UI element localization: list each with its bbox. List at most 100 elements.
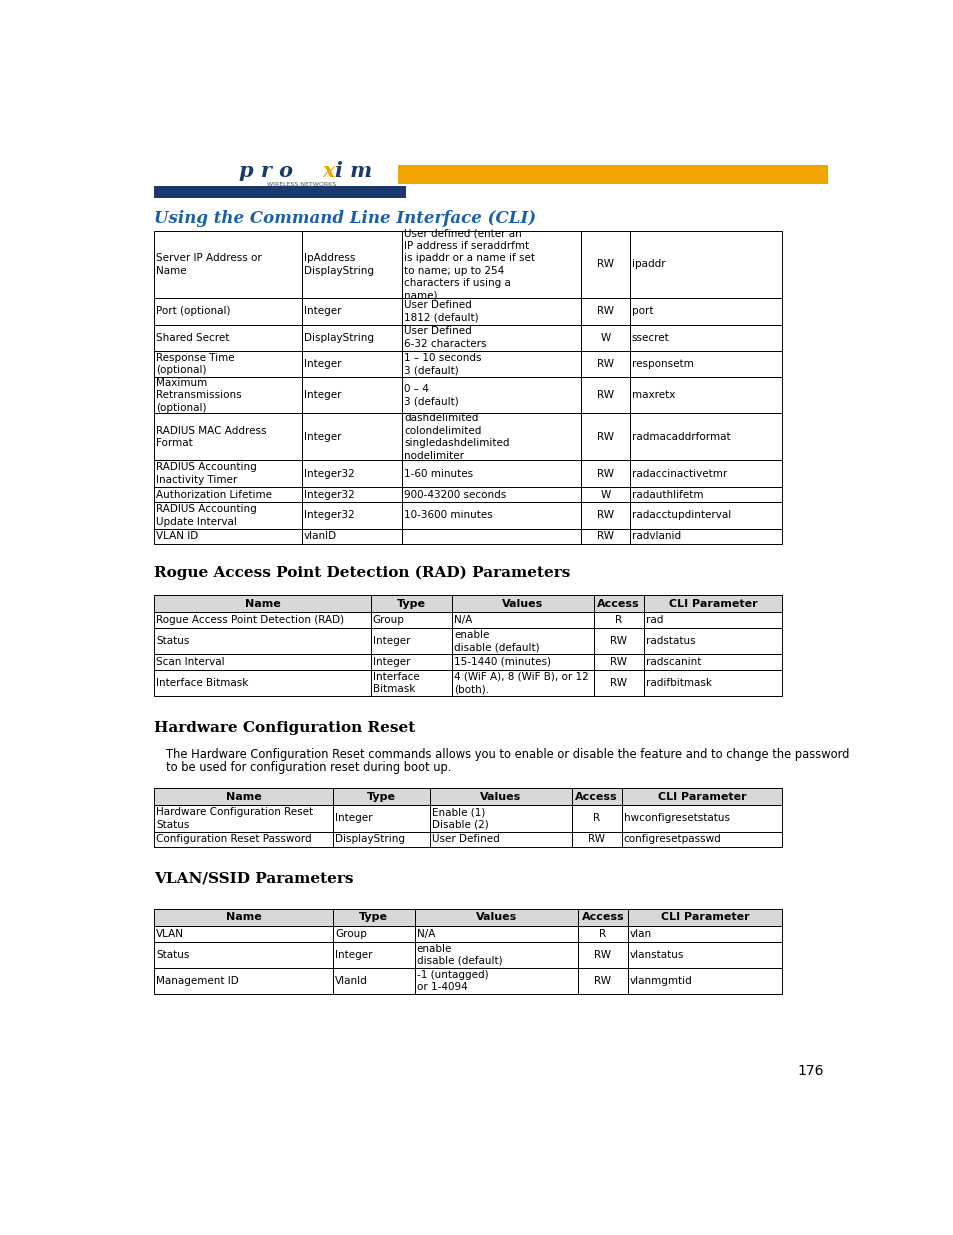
Text: R: R (615, 615, 621, 625)
Bar (154, 186, 406, 199)
Text: radmacaddrformat: radmacaddrformat (631, 432, 730, 442)
Text: Rogue Access Point Detection (RAD) Parameters: Rogue Access Point Detection (RAD) Param… (154, 566, 570, 580)
Bar (629, 325, 781, 351)
Bar (629, 487, 781, 503)
Text: RW: RW (597, 390, 614, 400)
Text: Response Time
(optional): Response Time (optional) (156, 353, 234, 375)
Bar (578, 909, 627, 926)
Text: configresetpasswd: configresetpasswd (623, 835, 720, 845)
Text: DisplayString: DisplayString (303, 332, 374, 342)
Text: RW: RW (597, 306, 614, 316)
Text: Status: Status (156, 950, 190, 960)
Text: N/A: N/A (454, 615, 472, 625)
Bar (154, 926, 333, 941)
Bar (452, 655, 593, 669)
Bar (401, 487, 580, 503)
Text: Scan Interval: Scan Interval (156, 657, 225, 667)
Bar (401, 529, 580, 545)
Bar (371, 627, 452, 655)
Text: Name: Name (244, 599, 280, 609)
Bar (415, 926, 578, 941)
Text: Integer: Integer (303, 359, 341, 369)
Text: IpAddress
DisplayString: IpAddress DisplayString (303, 253, 374, 275)
Bar (629, 414, 781, 461)
Text: Interface
Bitmask: Interface Bitmask (373, 672, 419, 694)
Text: Integer: Integer (373, 636, 410, 646)
Text: Rogue Access Point Detection (RAD): Rogue Access Point Detection (RAD) (156, 615, 344, 625)
Text: vlanmgmtid: vlanmgmtid (629, 976, 692, 986)
Bar (593, 669, 643, 697)
Text: Integer: Integer (303, 432, 341, 442)
Text: RW: RW (597, 531, 614, 541)
Bar (301, 377, 401, 414)
Text: RW: RW (597, 510, 614, 520)
Text: N/A: N/A (416, 929, 435, 939)
Text: Access: Access (575, 792, 618, 802)
Bar (430, 788, 571, 805)
Text: W: W (599, 332, 610, 342)
Text: 4 (WiF A), 8 (WiF B), or 12
(both).: 4 (WiF A), 8 (WiF B), or 12 (both). (454, 672, 588, 694)
Bar (333, 926, 415, 941)
Bar (627, 968, 781, 994)
Text: i m: i m (335, 161, 372, 180)
Text: VLAN: VLAN (156, 929, 184, 939)
Text: RW: RW (594, 950, 611, 960)
Text: R: R (593, 814, 599, 824)
Bar (301, 351, 401, 377)
Text: 0 – 4
3 (default): 0 – 4 3 (default) (404, 384, 458, 406)
Bar (154, 414, 301, 461)
Bar (452, 669, 593, 697)
Bar (154, 788, 333, 805)
Text: x: x (322, 161, 335, 180)
Text: User Defined: User Defined (432, 835, 499, 845)
Text: radvlanid: radvlanid (631, 531, 680, 541)
Bar (154, 941, 333, 968)
Text: radifbitmask: radifbitmask (645, 678, 711, 688)
Bar (571, 805, 621, 831)
Text: VLAN/SSID Parameters: VLAN/SSID Parameters (154, 872, 354, 885)
Text: radstatus: radstatus (645, 636, 695, 646)
Text: CLI Parameter: CLI Parameter (657, 792, 745, 802)
Bar (621, 805, 781, 831)
Bar (578, 968, 627, 994)
Text: User Defined
6-32 characters: User Defined 6-32 characters (404, 326, 486, 348)
Text: enable
disable (default): enable disable (default) (454, 630, 539, 652)
Bar (301, 231, 401, 299)
Text: Authorization Lifetime: Authorization Lifetime (156, 489, 272, 499)
Text: -1 (untagged)
or 1-4094: -1 (untagged) or 1-4094 (416, 969, 488, 992)
Text: Integer: Integer (303, 306, 341, 316)
Bar (580, 414, 629, 461)
Text: vlan: vlan (629, 929, 652, 939)
Text: Integer: Integer (373, 657, 410, 667)
Text: VLAN ID: VLAN ID (156, 531, 198, 541)
Bar (578, 941, 627, 968)
Text: The Hardware Configuration Reset commands allows you to enable or disable the fe: The Hardware Configuration Reset command… (166, 747, 848, 761)
Bar (401, 414, 580, 461)
Text: Status: Status (156, 636, 190, 646)
Bar (629, 231, 781, 299)
Bar (580, 529, 629, 545)
Bar (629, 377, 781, 414)
Bar (301, 461, 401, 487)
Text: 176: 176 (797, 1063, 822, 1078)
Bar (333, 941, 415, 968)
Bar (333, 805, 430, 831)
Text: RW: RW (588, 835, 604, 845)
Text: responsetm: responsetm (631, 359, 693, 369)
Bar (621, 788, 781, 805)
Bar (643, 655, 781, 669)
Text: W: W (599, 489, 610, 499)
Text: Values: Values (502, 599, 543, 609)
Text: radacctupdinterval: radacctupdinterval (631, 510, 730, 520)
Text: User defined (enter an
IP address if seraddrfmt
is ipaddr or a name if set
to na: User defined (enter an IP address if ser… (404, 228, 535, 300)
Bar (452, 613, 593, 627)
Bar (333, 968, 415, 994)
Text: Group: Group (373, 615, 404, 625)
Text: RW: RW (610, 678, 626, 688)
Text: Management ID: Management ID (156, 976, 238, 986)
Text: ipaddr: ipaddr (631, 259, 665, 269)
Bar (452, 595, 593, 613)
Bar (301, 299, 401, 325)
Bar (643, 669, 781, 697)
Bar (401, 351, 580, 377)
